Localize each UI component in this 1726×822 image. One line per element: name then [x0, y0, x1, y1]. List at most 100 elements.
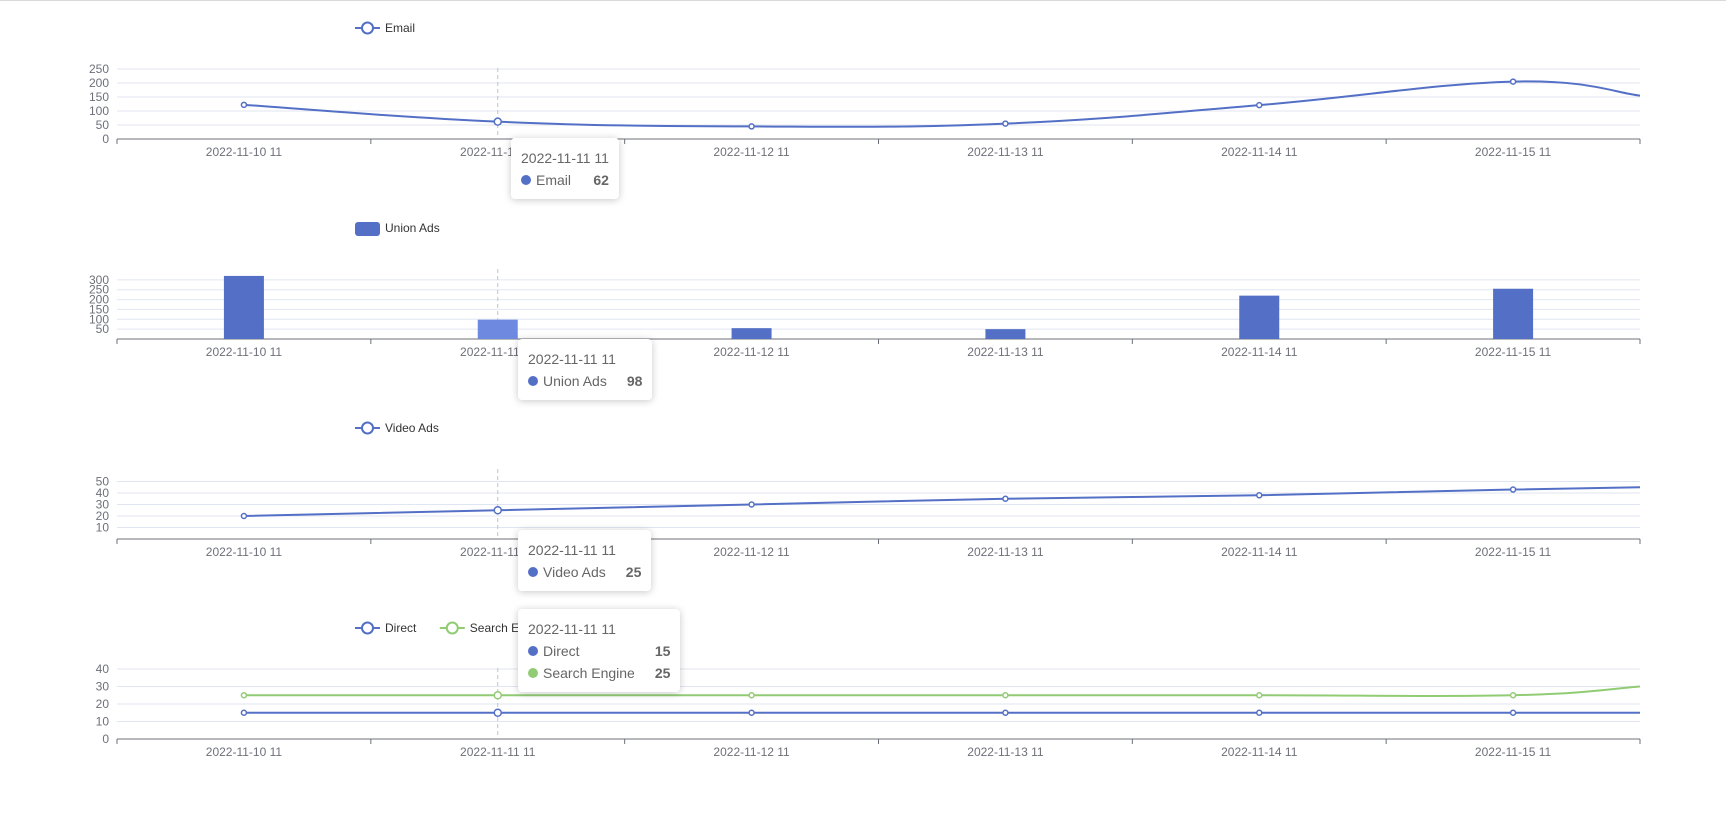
y-tick-label: 300 — [89, 273, 109, 287]
x-tick-label: 2022-11-14 11 — [1221, 545, 1298, 559]
series-line — [243, 486, 1641, 517]
y-tick-label: 40 — [96, 486, 110, 500]
tooltip: 2022-11-11 11 Video Ads 25 — [518, 530, 652, 591]
data-point — [493, 691, 502, 700]
series-dot-icon — [528, 668, 538, 678]
y-tick-label: 100 — [89, 312, 109, 326]
data-point — [1256, 492, 1263, 499]
data-point — [493, 506, 502, 515]
series-dot-icon — [528, 646, 538, 656]
data-point — [748, 501, 755, 508]
x-tick-label: 2022-11-13 11 — [967, 345, 1044, 359]
bar — [477, 319, 518, 339]
y-tick-label: 200 — [89, 76, 109, 90]
data-point — [748, 709, 755, 716]
data-point — [493, 708, 502, 717]
tooltip: 2022-11-11 11 Union Ads 98 — [518, 339, 653, 400]
legend-item-direct[interactable]: Direct — [355, 621, 417, 635]
top-divider — [0, 0, 1726, 1]
x-tick-label: 2022-11-13 11 — [967, 145, 1044, 159]
legend-label: Direct — [385, 621, 417, 635]
data-point — [493, 117, 502, 126]
x-tick-label: 2022-11-13 11 — [967, 745, 1044, 759]
tooltip-value: 98 — [626, 373, 643, 389]
legend-item-email[interactable]: Email — [355, 21, 415, 35]
series-dot-icon — [528, 567, 538, 577]
tooltip-title: 2022-11-11 11 — [528, 351, 616, 367]
y-tick-label: 10 — [96, 715, 110, 729]
x-tick-label: 2022-11-15 11 — [1475, 545, 1552, 559]
tooltip-row: Direct 15 — [528, 640, 670, 662]
x-tick-label: 2022-11-15 11 — [1475, 745, 1552, 759]
data-point — [748, 123, 755, 130]
circle-legend-icon — [361, 21, 374, 35]
data-point — [1002, 692, 1009, 699]
y-tick-label: 50 — [96, 475, 110, 489]
tooltip-row: Email 62 — [521, 169, 609, 191]
tooltip-title: 2022-11-11 11 — [521, 150, 609, 166]
legend-label: Video Ads — [385, 421, 439, 435]
data-point — [1509, 486, 1517, 493]
x-tick-label: 2022-11-13 11 — [967, 545, 1044, 559]
series-dot-icon — [528, 376, 538, 386]
bar-swatch-icon — [355, 222, 380, 236]
chart-panel-4: Direct Search Engine 0 10 20 30 40 2022-11-10 1… — [96, 621, 1641, 759]
circle-legend-icon — [445, 621, 459, 635]
x-tick-label: 2022-11-11 11 — [460, 745, 536, 759]
data-point — [240, 512, 248, 520]
data-point — [1002, 709, 1009, 716]
y-tick-label: 20 — [96, 509, 110, 523]
bar — [1493, 288, 1534, 339]
data-point — [1509, 692, 1517, 699]
y-tick-label: 150 — [89, 302, 109, 316]
data-point — [1509, 709, 1517, 716]
circle-legend-icon — [361, 621, 374, 635]
x-tick-label: 2022-11-10 11 — [206, 345, 283, 359]
data-point — [1002, 495, 1009, 502]
bar — [223, 275, 264, 339]
bar — [731, 328, 772, 339]
legend-label: Email — [385, 21, 415, 35]
x-tick-label: 2022-11-14 11 — [1221, 145, 1298, 159]
x-tick-label: 2022-11-12 11 — [713, 145, 790, 159]
tooltip-series-name: Direct — [543, 643, 580, 659]
y-tick-label: 50 — [96, 118, 110, 132]
series-line — [243, 80, 1641, 128]
legend-item-video-ads[interactable]: Video Ads — [355, 421, 439, 435]
y-tick-label: 40 — [96, 662, 110, 676]
y-tick-label: 0 — [102, 132, 109, 146]
data-point — [1256, 692, 1263, 699]
data-point — [240, 692, 248, 699]
x-tick-label: 2022-11-11 11 — [460, 345, 536, 359]
x-tick-label: 2022-11-15 11 — [1475, 345, 1552, 359]
y-tick-label: 10 — [96, 521, 110, 535]
y-tick-label: 0 — [102, 732, 109, 746]
y-tick-label: 250 — [89, 283, 109, 297]
tooltip-value: 15 — [654, 643, 671, 659]
data-point — [240, 101, 248, 109]
data-point — [240, 709, 248, 716]
legend-item-union-ads[interactable]: Union Ads — [355, 221, 440, 236]
tooltip-value: 25 — [654, 665, 671, 681]
y-tick-label: 30 — [96, 680, 110, 694]
x-tick-label: 2022-11-12 11 — [713, 345, 790, 359]
tooltip-series-name: Email — [536, 172, 572, 188]
tooltip-row: Video Ads 25 — [528, 561, 641, 583]
tooltip-series-name: Search Engine — [543, 665, 635, 681]
tooltip-series-name: Union Ads — [543, 373, 607, 389]
x-tick-label: 2022-11-12 11 — [713, 545, 790, 559]
data-point — [1256, 101, 1263, 109]
tooltip: 2022-11-11 11 Email 62 — [511, 138, 619, 199]
x-tick-label: 2022-11-15 11 — [1475, 145, 1552, 159]
x-tick-label: 2022-11-12 11 — [713, 745, 790, 759]
bar — [985, 329, 1026, 339]
y-tick-label: 100 — [89, 104, 109, 118]
x-tick-label: 2022-11-11 11 — [460, 545, 536, 559]
y-tick-label: 250 — [89, 62, 109, 76]
tooltip-series-name: Video Ads — [543, 564, 606, 580]
tooltip-title: 2022-11-11 11 — [528, 542, 616, 558]
